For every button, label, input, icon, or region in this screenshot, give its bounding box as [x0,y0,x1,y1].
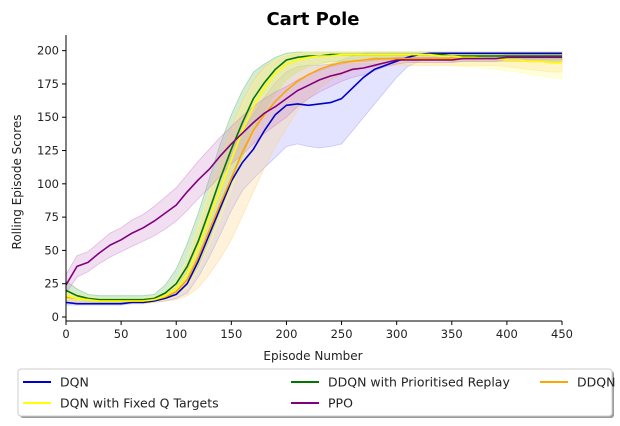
y-tick-label: 200 [37,44,59,58]
x-tick-label: 100 [165,327,187,341]
y-tick-label: 125 [37,144,59,158]
legend-label-ddqn-with-prioritised-replay: DDQN with Prioritised Replay [328,375,510,390]
chart-title: Cart Pole [266,9,359,30]
x-tick-label: 350 [441,327,463,341]
y-tick-label: 100 [37,177,59,191]
x-tick-label: 450 [551,327,573,341]
band-ppo [65,54,563,295]
legend-label-ppo: PPO [328,396,353,411]
y-tick-label: 175 [37,77,59,91]
y-tick-label: 0 [52,310,59,324]
legend-box [17,368,613,417]
y-tick-label: 150 [37,110,59,124]
legend: DQN DDQN with Prioritised Replay DDQN DQN w… [17,368,615,418]
x-axis-label: Episode Number [263,349,362,363]
x-tick-label: 200 [275,327,297,341]
y-axis-label: Rolling Episode Scores [10,115,24,250]
x-tick-label: 300 [386,327,408,341]
x-tick-label: 0 [62,327,69,341]
series-line-ppo [65,56,562,286]
x-tick-label: 50 [114,327,129,341]
x-tick-label: 400 [496,327,518,341]
axes: 0 50 100 150 200 250 300 350 400 450 0 25 50 75 100 125… [37,35,573,341]
legend-label-ddqn: DDQN [577,375,615,390]
legend-label-dqn: DQN [60,375,89,390]
x-tick-label: 150 [220,327,242,341]
y-tick-label: 75 [44,210,59,224]
band-dqn-with-fixed-q-targets [65,51,563,305]
x-tick-label: 250 [331,327,353,341]
legend-label-dqn-with-fixed-q-targets: DQN with Fixed Q Targets [60,396,219,411]
y-tick-label: 25 [44,277,59,291]
series-lines [65,52,562,305]
y-tick-label: 50 [44,243,59,257]
series-line-dqn [65,52,562,305]
